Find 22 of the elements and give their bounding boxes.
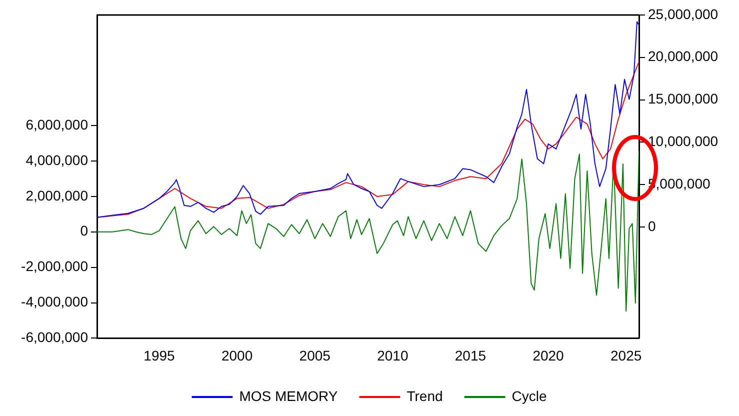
y-tick-label: 2,000,000 (26, 187, 88, 204)
y-tick-label: 6,000,000 (26, 116, 88, 132)
y-tick-label: -4,000,000 (21, 294, 88, 310)
y-tick-label: 4,000,000 (26, 152, 88, 168)
y2-tick-label: 15,000,000 (648, 90, 718, 107)
y-tick-label: 0 (80, 222, 88, 239)
legend-label: Trend (406, 388, 443, 404)
y2-tick-label: 20,000,000 (648, 48, 718, 64)
y2-tick-label: 25,000,000 (648, 6, 718, 22)
x-tick-label: 2015 (454, 347, 486, 364)
legend-label: Cycle (512, 388, 548, 404)
y2-tick-label: 0 (648, 218, 656, 234)
y-tick-label: -6,000,000 (21, 329, 88, 346)
y2-tick-label: 10,000,000 (648, 133, 718, 150)
y-tick-label: -2,000,000 (21, 258, 88, 274)
x-tick-label: 2010 (377, 347, 408, 364)
legend-label: MOS MEMORY (239, 388, 338, 404)
x-tick-label: 2005 (299, 347, 331, 364)
x-tick-label: 2000 (221, 347, 253, 364)
x-tick-label: 2020 (532, 347, 564, 364)
x-tick-label: 2025 (610, 347, 642, 364)
x-tick-label: 1995 (144, 347, 176, 364)
